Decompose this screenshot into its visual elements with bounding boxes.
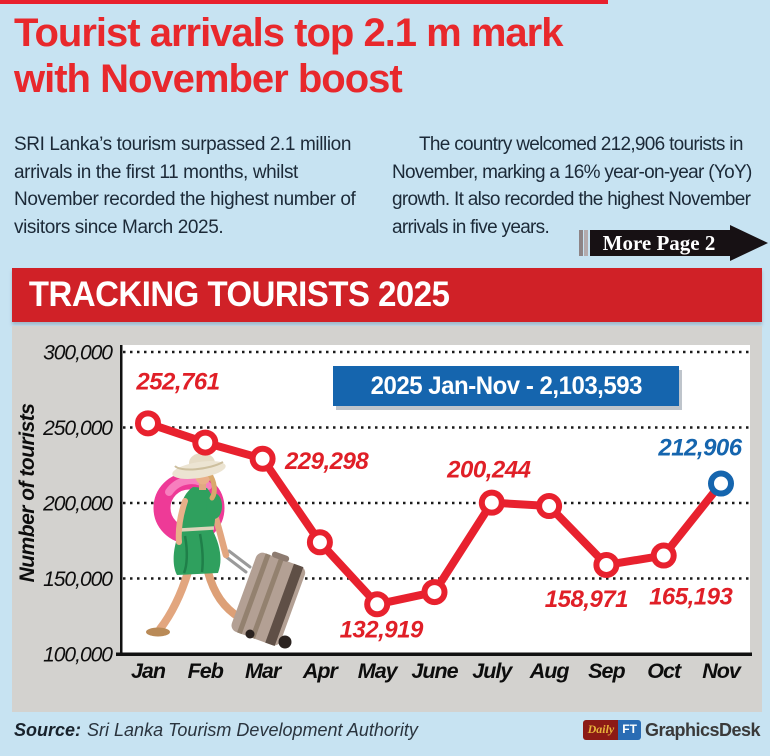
data-point-label: 158,971 (545, 586, 628, 613)
data-labels: 252,761 229,298 132,919 200,244 158,971 165,1… (135, 368, 743, 643)
data-point (593, 551, 620, 578)
graphics-desk-logo: Daily FT GraphicsDesk (582, 719, 761, 741)
data-point (421, 579, 448, 606)
source-text: Sri Lanka Tourism Development Authority (87, 720, 418, 740)
data-point (364, 591, 391, 618)
tourist-woman-illustration (146, 453, 306, 649)
data-series (135, 410, 734, 618)
axis-labels: 300,000 250,000 200,000 150,000 100,000 Jan Fe… (42, 342, 743, 684)
source-line: Source: Sri Lanka Tourism Development Au… (14, 720, 756, 741)
graphics-desk-label: GraphicsDesk (644, 719, 761, 740)
data-point (249, 445, 276, 472)
data-point (306, 529, 333, 556)
data-point-label: 252,761 (135, 368, 219, 395)
x-axis-line (116, 652, 752, 656)
more-page-2-button[interactable]: More Page 2 (579, 225, 769, 261)
data-point-label: 165,193 (649, 584, 733, 611)
x-tick-label: Mar (245, 659, 283, 683)
jan-nov-total-badge: 2025 Jan-Nov - 2,103,593 (333, 366, 679, 406)
x-tick-label: Feb (188, 659, 224, 683)
y-tick-label: 200,000 (42, 493, 113, 516)
y-tick-label: 150,000 (43, 568, 113, 591)
x-tick-label: Jan (131, 659, 166, 683)
data-point-label: 200,244 (446, 457, 530, 484)
ft-logo-badge: FT (618, 720, 641, 740)
more-page-2-label: More Page 2 (603, 231, 716, 255)
top-red-rule (0, 0, 608, 4)
x-tick-label: May (358, 659, 399, 683)
badge-stripe-icon (584, 230, 588, 256)
x-tick-label: Apr (302, 659, 340, 683)
y-axis-title: Number of tourists (16, 403, 39, 583)
data-point-label: 229,298 (284, 448, 369, 475)
data-point (708, 470, 734, 497)
arrow-right-icon (590, 225, 768, 261)
x-tick-label: Aug (529, 659, 570, 683)
source-label: Source: (14, 720, 82, 740)
x-tick-label: June (411, 659, 458, 683)
data-point (478, 489, 505, 516)
data-point (192, 429, 219, 456)
x-tick-label: Nov (702, 659, 742, 683)
daily-logo-badge: Daily (582, 720, 619, 740)
badge-stripe-icon (579, 230, 583, 256)
y-axis-line (120, 345, 123, 654)
jan-nov-total-text: 2025 Jan-Nov - 2,103,593 (370, 371, 642, 400)
data-point-label: 132,919 (340, 616, 424, 643)
data-point (650, 542, 677, 569)
y-tick-label: 250,000 (42, 417, 113, 440)
section-banner: TRACKING TOURISTS 2025 (12, 268, 762, 322)
intro-paragraph-right: The country welcomed 212,906 tourists in… (392, 134, 752, 238)
y-tick-label: 300,000 (43, 342, 113, 365)
intro-text: SRI Lanka’s tourism surpassed 2.1 millio… (14, 131, 762, 241)
intro-paragraph-left: SRI Lanka’s tourism surpassed 2.1 millio… (14, 134, 356, 238)
data-point-label: 212,906 (657, 435, 742, 462)
y-tick-label: 100,000 (43, 644, 113, 667)
data-point (536, 493, 563, 520)
x-tick-label: July (472, 659, 513, 683)
section-banner-title: TRACKING TOURISTS 2025 (28, 275, 450, 314)
x-tick-label: Sep (588, 659, 625, 683)
page-title: Tourist arrivals top 2.1 m mark with Nov… (14, 11, 563, 101)
x-tick-label: Oct (647, 659, 682, 683)
data-point (135, 410, 161, 437)
